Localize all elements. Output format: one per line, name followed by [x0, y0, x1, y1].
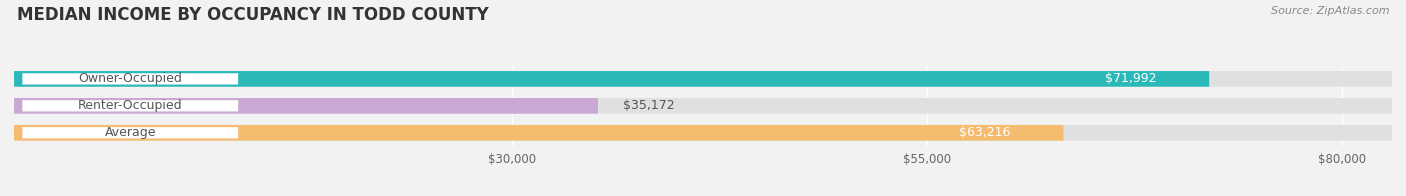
FancyBboxPatch shape [14, 125, 1392, 141]
FancyBboxPatch shape [1060, 73, 1201, 84]
Text: $35,172: $35,172 [623, 99, 675, 112]
Text: Source: ZipAtlas.com: Source: ZipAtlas.com [1271, 6, 1389, 16]
FancyBboxPatch shape [14, 98, 598, 114]
FancyBboxPatch shape [22, 100, 238, 112]
Text: Average: Average [104, 126, 156, 139]
Text: $63,216: $63,216 [959, 126, 1011, 139]
FancyBboxPatch shape [914, 127, 1056, 138]
Text: Renter-Occupied: Renter-Occupied [77, 99, 183, 112]
FancyBboxPatch shape [14, 71, 1392, 87]
FancyBboxPatch shape [14, 98, 1392, 114]
FancyBboxPatch shape [14, 71, 1209, 87]
FancyBboxPatch shape [14, 125, 1063, 141]
FancyBboxPatch shape [22, 127, 238, 138]
Text: $71,992: $71,992 [1105, 72, 1156, 85]
Text: Owner-Occupied: Owner-Occupied [79, 72, 183, 85]
Text: MEDIAN INCOME BY OCCUPANCY IN TODD COUNTY: MEDIAN INCOME BY OCCUPANCY IN TODD COUNT… [17, 6, 489, 24]
FancyBboxPatch shape [22, 73, 238, 84]
